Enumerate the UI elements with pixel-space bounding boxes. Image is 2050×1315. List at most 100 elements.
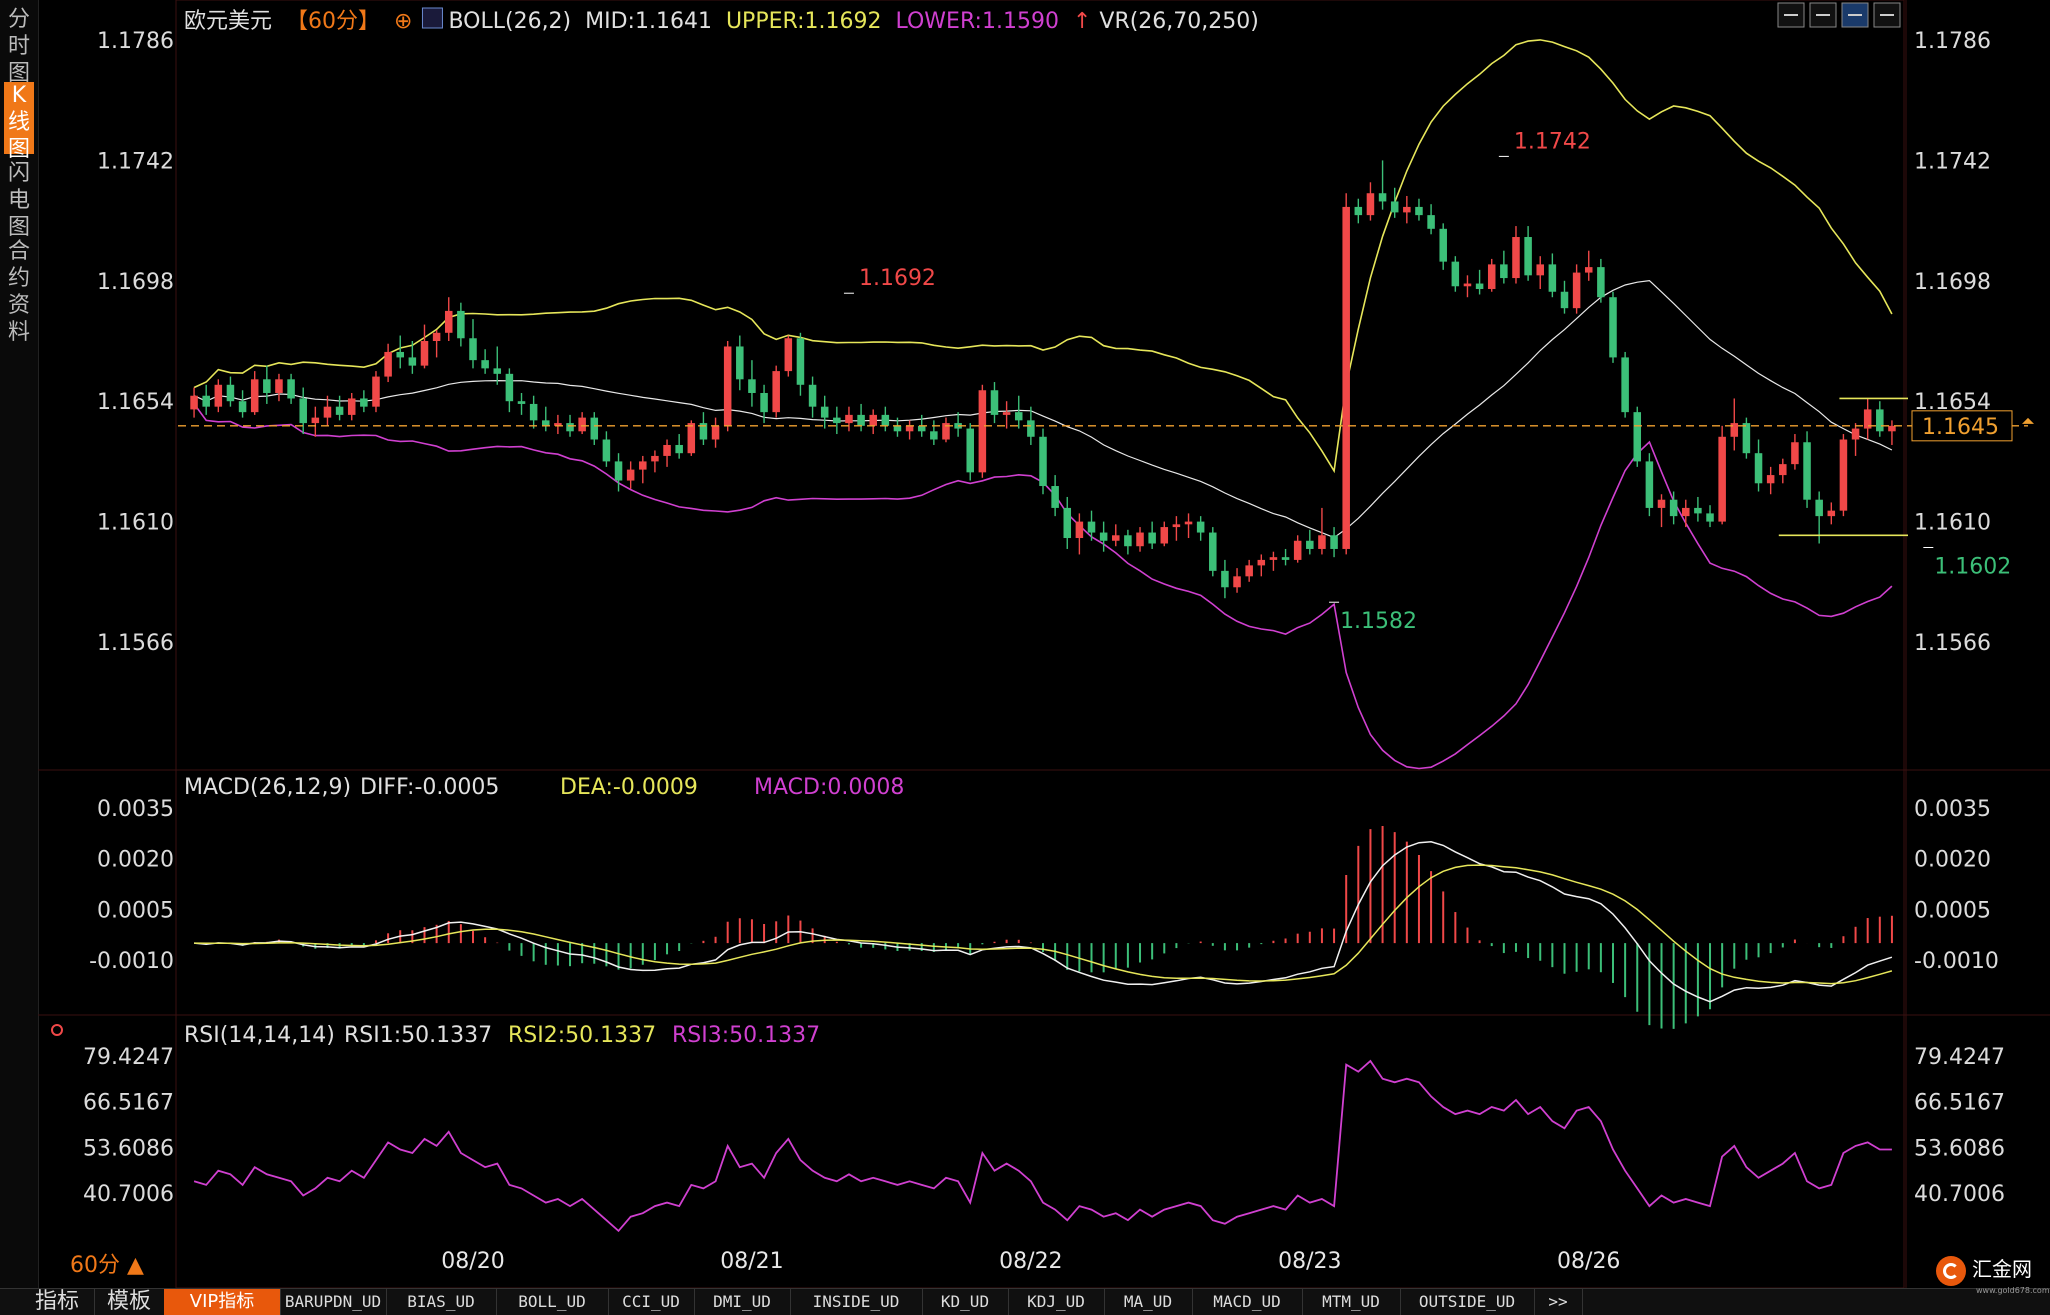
candle-body [1306, 540, 1314, 549]
vr-label: VR(26,70,250) [1099, 9, 1258, 34]
candle-body [1087, 521, 1096, 533]
candle-body [772, 371, 780, 413]
candle-body [796, 338, 805, 385]
bottom-tab-13[interactable]: MTM_UD [1302, 1289, 1401, 1315]
high-annotation: 1.1742 [1514, 129, 1591, 154]
candle-body [590, 417, 599, 440]
candle-body [1791, 442, 1799, 465]
tab-timeshare[interactable]: 分 时 图 [7, 7, 30, 86]
candle-body [1014, 412, 1023, 421]
rsi3-value: RSI3:50.1337 [672, 1023, 820, 1048]
bottom-tab-label: MA_UD [1123, 1292, 1173, 1311]
boll-upper-line [193, 39, 1893, 474]
bottom-tab-label: MACD_UD [1213, 1292, 1281, 1311]
high-annotation: 1.1692 [859, 266, 936, 291]
bottom-tab-label: CCI_UD [622, 1292, 680, 1311]
arrow-up-icon: ↑ [1073, 9, 1091, 34]
bottom-tab-12[interactable]: MACD_UD [1192, 1289, 1303, 1315]
bottom-tab-3[interactable]: BARUPDN_UD [280, 1289, 387, 1315]
candle-body [1427, 215, 1435, 229]
price-tick-right: 1.1698 [1914, 270, 1991, 295]
candle-body [942, 423, 950, 440]
candle-body [311, 417, 320, 424]
bottom-tab-7[interactable]: DMI_UD [694, 1289, 791, 1315]
bottom-tab-label: 模板 [106, 1289, 151, 1314]
price-tick-left: 1.1610 [97, 511, 174, 536]
macd-label: MACD(26,12,9) [184, 775, 351, 800]
candle-body [1112, 535, 1120, 541]
bottom-tab-label: OUTSIDE_UD [1418, 1292, 1516, 1311]
boll-mid-value: MID:1.1641 [585, 9, 712, 34]
price-tick-right: 1.1742 [1914, 149, 1991, 174]
candle-body [687, 423, 696, 454]
rsi-label: RSI(14,14,14) [184, 1023, 335, 1048]
tab-kline[interactable]: K 线 图 [4, 82, 34, 162]
bottom-tab-8[interactable]: INSIDE_UD [790, 1289, 923, 1315]
bottom-tab-1[interactable]: 模板 [94, 1289, 165, 1315]
candle-body [1633, 412, 1642, 462]
candle-body [784, 338, 793, 372]
macd-value: MACD:0.0008 [754, 775, 904, 800]
period-selector[interactable]: 60分 ▲ [70, 1253, 144, 1278]
candle-body [457, 310, 465, 339]
bottom-tab-5[interactable]: BOLL_UD [496, 1289, 609, 1315]
macd-tick-left: 0.0035 [97, 797, 174, 822]
candle-body [372, 376, 380, 407]
candle-body [1342, 206, 1350, 549]
bottom-tab-0[interactable]: 指标 [20, 1289, 95, 1315]
bottom-tab-label: BOLL_UD [518, 1292, 586, 1311]
rsi-tick-right: 40.7006 [1914, 1182, 2005, 1207]
rsi-tick-left: 66.5167 [83, 1091, 174, 1116]
candle-body [226, 384, 235, 402]
chart-canvas[interactable]: 欧元美元 【60分】 ⊕ BOLL(26,2) MID:1.1641 UPPER:1.16… [38, 0, 2050, 1288]
candle-body [602, 439, 611, 462]
bottom-tab-11[interactable]: MA_UD [1104, 1289, 1193, 1315]
candle-body [978, 390, 987, 473]
candle-body [517, 401, 526, 404]
candle-body [833, 417, 841, 424]
tab-contract-info[interactable]: 合 约 资 料 [7, 239, 30, 345]
boll-lower-value: LOWER:1.1590 [896, 9, 1059, 34]
bottom-tab-label: BIAS_UD [407, 1292, 475, 1311]
candle-body [1779, 464, 1787, 476]
price-tick-left: 1.1654 [97, 390, 174, 415]
bottom-tab-14[interactable]: OUTSIDE_UD [1400, 1289, 1535, 1315]
candle-body [263, 379, 271, 393]
macd-tick-right: 0.0035 [1914, 797, 1991, 822]
candle-body [250, 379, 259, 413]
candle-body [1487, 264, 1496, 290]
candle-body [1148, 532, 1156, 544]
price-tick-right: 1.1610 [1914, 511, 1991, 536]
candle-body [1221, 570, 1229, 588]
bottom-tab-4[interactable]: BIAS_UD [386, 1289, 497, 1315]
price-tick-right: 1.1566 [1914, 631, 1991, 656]
price-tick-left: 1.1566 [97, 631, 174, 656]
rsi-tick-left: 40.7006 [83, 1182, 174, 1207]
candle-body [493, 368, 502, 374]
tab-flash[interactable]: 闪 电 图 [7, 161, 30, 240]
bottom-tab-label: KDJ_UD [1027, 1292, 1085, 1311]
macd-tick-right: -0.0010 [1914, 949, 1999, 974]
candle-body [1293, 540, 1302, 560]
bottom-tab-15[interactable]: >> [1534, 1289, 1583, 1315]
candle-body [1888, 425, 1896, 432]
candle-body [1160, 527, 1169, 544]
bottom-tab-2[interactable]: VIP指标 [164, 1289, 281, 1315]
rsi-settings-icon [51, 1024, 63, 1036]
bottom-tab-10[interactable]: KDJ_UD [1008, 1289, 1105, 1315]
price-tick-right: 1.1786 [1914, 29, 1991, 54]
candle-body [1803, 442, 1811, 500]
candle-body [542, 420, 550, 426]
low-annotation: 1.1582 [1340, 609, 1417, 634]
logo-text: 汇金网 [1972, 1257, 2032, 1281]
low-annotation: 1.1602 [1934, 554, 2011, 579]
site-logo: 汇金网 www.gold678.com [1936, 1253, 2050, 1295]
rsi2-value: RSI2:50.1337 [508, 1023, 656, 1048]
macd-diff-line [194, 841, 1893, 1003]
candle-body [202, 395, 210, 407]
bottom-tab-6[interactable]: CCI_UD [608, 1289, 695, 1315]
bottom-tab-9[interactable]: KD_UD [922, 1289, 1009, 1315]
candle-body [1645, 461, 1654, 508]
candle-body [1742, 423, 1751, 454]
bottom-tab-label: BARUPDN_UD [284, 1292, 382, 1311]
